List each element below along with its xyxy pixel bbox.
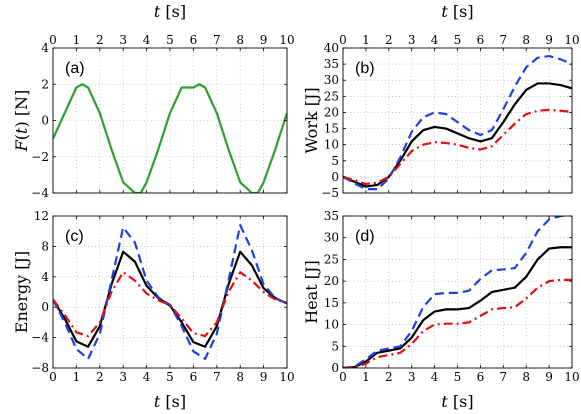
panel-label: (d): [355, 228, 375, 245]
y-tick-label: −8: [31, 361, 49, 375]
x-tick-label: 6: [190, 33, 198, 47]
y-tick-label: 25: [324, 89, 339, 103]
panel-d: 0 1 2 3 4 5 6 7 8 9 10 0 5 10 15 20 25 30 35 t [s] Heat [J] (…: [302, 209, 580, 411]
x-tick-label: 2: [385, 33, 393, 47]
y-axis-label: Work [J]: [302, 87, 321, 153]
x-tick-label: 7: [499, 33, 507, 47]
x-tick-label: 1: [73, 370, 81, 384]
y-tick-label: −4: [31, 186, 49, 200]
x-tick-label: 9: [545, 33, 553, 47]
y-axis-label: F(t) [N]: [12, 90, 31, 153]
series-line-b-3: [343, 108, 572, 186]
y-tick-label: 5: [331, 154, 339, 168]
y-tick-label: 35: [324, 57, 339, 71]
y-tick-label: 25: [324, 252, 339, 266]
panel-label: (a): [65, 60, 85, 77]
series-line-c-2: [53, 224, 287, 360]
x-tick-label: 8: [522, 370, 530, 384]
series-line-b-2: [343, 54, 572, 191]
x-tick-label: 8: [522, 33, 530, 47]
x-tick-label: 7: [213, 33, 221, 47]
series-line-a-1: [53, 83, 287, 193]
x-tick-label: 4: [143, 370, 151, 384]
y-tick-label: −4: [31, 331, 49, 345]
x-tick-label: 3: [119, 33, 127, 47]
panel-label: (c): [65, 228, 84, 245]
panel-label: (b): [355, 60, 375, 77]
y-tick-label: 30: [324, 73, 339, 87]
y-tick-label: 4: [41, 270, 49, 284]
y-tick-label: 15: [324, 296, 339, 310]
y-tick-label: 0: [41, 114, 49, 128]
x-tick-label: 5: [166, 33, 174, 47]
y-tick-label: 40: [324, 41, 339, 55]
y-tick-label: 35: [324, 209, 339, 223]
x-tick-label: 5: [166, 370, 174, 384]
x-tick-label: 10: [279, 370, 294, 384]
x-tick-label: 3: [408, 370, 416, 384]
series-line-d-1: [343, 246, 572, 368]
x-tick-label: 5: [454, 370, 462, 384]
x-tick-label: 4: [143, 33, 151, 47]
y-axis-label: Energy [J]: [12, 251, 31, 333]
x-tick-label: 1: [362, 33, 370, 47]
x-tick-label: 8: [236, 370, 244, 384]
x-tick-label: 7: [499, 370, 507, 384]
y-tick-label: 10: [324, 138, 339, 152]
x-tick-label: 4: [431, 33, 439, 47]
x-tick-label: 1: [362, 370, 370, 384]
x-axis-label: t [s]: [441, 2, 473, 21]
x-tick-label: 9: [545, 370, 553, 384]
y-tick-label: −2: [31, 150, 49, 164]
x-tick-label: 0: [339, 33, 347, 47]
y-tick-label: 20: [324, 274, 339, 288]
y-axis-label: Heat [J]: [302, 260, 321, 323]
series-line-d-2: [343, 216, 572, 368]
x-tick-label: 7: [213, 370, 221, 384]
x-axis-label: t [s]: [154, 392, 186, 411]
x-tick-label: 10: [564, 33, 579, 47]
x-tick-label: 0: [49, 370, 57, 384]
x-tick-label: 8: [236, 33, 244, 47]
x-tick-label: 3: [119, 370, 127, 384]
x-tick-label: 9: [260, 370, 268, 384]
y-tick-label: 10: [324, 318, 339, 332]
x-tick-label: 6: [190, 370, 198, 384]
x-tick-label: 3: [408, 33, 416, 47]
x-tick-label: 9: [260, 33, 268, 47]
x-tick-label: 2: [385, 370, 393, 384]
y-tick-label: 0: [331, 361, 339, 375]
series-line-d-3: [343, 278, 572, 368]
x-tick-label: 6: [477, 33, 485, 47]
panel-b: 0 1 2 3 4 5 6 7 8 9 10 −5 0 5 10 15 20 25 30 35 40 t [s] Work …: [302, 2, 580, 200]
x-axis-label: t [s]: [441, 392, 473, 411]
y-tick-label: 0: [41, 300, 49, 314]
y-tick-label: 0: [331, 170, 339, 184]
y-tick-label: −5: [321, 186, 339, 200]
series-line-b-1: [343, 82, 572, 188]
x-tick-label: 5: [454, 33, 462, 47]
x-tick-label: 0: [339, 370, 347, 384]
y-tick-label: 5: [331, 339, 339, 353]
y-tick-label: 30: [324, 231, 339, 245]
y-tick-label: 12: [34, 209, 49, 223]
x-tick-label: 10: [279, 33, 294, 47]
x-tick-label: 1: [73, 33, 81, 47]
x-tick-label: 0: [49, 33, 57, 47]
y-tick-label: 15: [324, 122, 339, 136]
x-tick-label: 2: [96, 370, 104, 384]
x-tick-label: 2: [96, 33, 104, 47]
x-tick-label: 10: [564, 370, 579, 384]
y-tick-label: 2: [41, 77, 49, 91]
x-tick-label: 6: [477, 370, 485, 384]
y-tick-label: 4: [41, 41, 49, 55]
y-tick-label: 8: [41, 239, 49, 253]
y-tick-label: 20: [324, 105, 339, 119]
x-tick-label: 4: [431, 370, 439, 384]
series-line-c-3: [53, 271, 287, 338]
x-axis-label: t [s]: [154, 2, 186, 21]
